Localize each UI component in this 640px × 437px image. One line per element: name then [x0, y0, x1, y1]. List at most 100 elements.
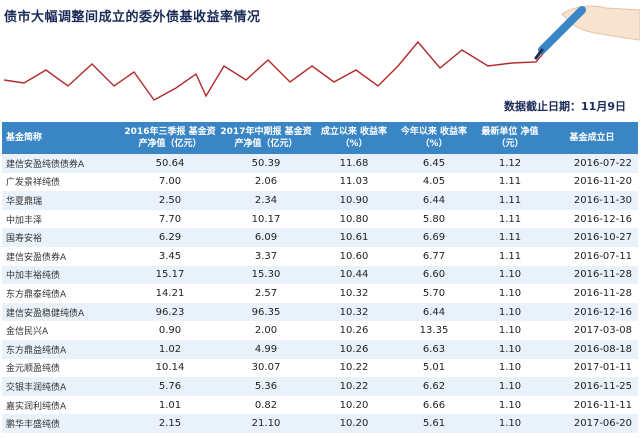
header-return-ytd: 今年以来 收益率（%） — [400, 127, 468, 149]
cell-nav-2017h1: 4.99 — [254, 343, 278, 355]
cell-fund-name: 东方鼎益纯债A — [6, 345, 67, 356]
cell-inception-date: 2016-11-30 — [573, 194, 632, 206]
table-row: 东方鼎泰纯债A 14.21 2.57 10.32 5.70 1.10 2016-11-28 — [2, 284, 638, 303]
header-inception-date: 基金成立日 — [569, 133, 615, 143]
cell-nav-2016q3: 0.90 — [158, 325, 182, 337]
cell-return-since-inception: 11.68 — [339, 157, 369, 169]
cell-nav-2017h1: 30.07 — [251, 362, 281, 374]
cell-unit-nav: 1.11 — [498, 250, 522, 262]
cell-return-ytd: 6.69 — [422, 232, 446, 244]
cell-inception-date: 2016-07-22 — [573, 157, 632, 169]
cell-return-since-inception: 10.80 — [339, 213, 369, 225]
cell-return-ytd: 6.60 — [422, 269, 446, 281]
cell-nav-2017h1: 15.30 — [251, 269, 281, 281]
cell-nav-2016q3: 10.14 — [155, 362, 185, 374]
cell-return-since-inception: 10.20 — [339, 418, 369, 430]
cell-inception-date: 2017-01-11 — [573, 362, 632, 374]
cell-return-since-inception: 10.32 — [339, 306, 369, 318]
table-row: 建信安盈纯债债券A 50.64 50.39 11.68 6.45 1.12 2016-07-… — [2, 154, 638, 173]
cell-return-ytd: 4.05 — [422, 176, 446, 188]
header-return-since-inception: 成立以来 收益率（%） — [320, 127, 388, 149]
cell-nav-2016q3: 6.29 — [158, 232, 182, 244]
cell-nav-2016q3: 3.45 — [158, 250, 182, 262]
cell-fund-name: 嘉实润利纯债A — [6, 401, 67, 412]
cell-nav-2017h1: 10.17 — [251, 213, 281, 225]
cell-unit-nav: 1.10 — [498, 380, 522, 392]
cell-unit-nav: 1.11 — [498, 176, 522, 188]
cell-return-ytd: 6.63 — [422, 343, 446, 355]
cell-fund-name: 金信民兴A — [6, 327, 49, 338]
cell-nav-2016q3: 96.23 — [155, 306, 185, 318]
header-nav-2017h1: 2017年中期报 基金资产净值（亿元） — [220, 127, 312, 149]
cell-inception-date: 2016-07-11 — [573, 250, 632, 262]
cell-fund-name: 金元顺盈纯债 — [6, 364, 61, 375]
table-row: 国寿安裕 6.29 6.09 10.61 6.69 1.11 2016-10-27 — [2, 228, 638, 247]
cell-return-since-inception: 10.61 — [339, 232, 369, 244]
cell-unit-nav: 1.10 — [498, 306, 522, 318]
table-row: 嘉实润利纯债A 1.01 0.82 10.20 6.66 1.10 2016-11-11 — [2, 395, 638, 415]
cell-unit-nav: 1.10 — [498, 399, 522, 411]
cell-unit-nav: 1.10 — [498, 287, 522, 299]
cell-nav-2017h1: 96.35 — [251, 306, 281, 318]
cell-nav-2016q3: 2.15 — [158, 418, 182, 430]
cell-return-ytd: 5.61 — [422, 418, 446, 430]
cell-unit-nav: 1.11 — [498, 232, 522, 244]
cell-unit-nav: 1.10 — [498, 418, 522, 430]
cell-unit-nav: 1.11 — [498, 213, 522, 225]
cell-return-ytd: 13.35 — [419, 325, 449, 337]
table-row: 金信民兴A 0.90 2.00 10.26 13.35 1.10 2017-03-08 — [2, 321, 638, 340]
table-header-row: 基金简称 2016年三季报 基金资产净值（亿元） 2017年中期报 基金资产净值… — [2, 122, 638, 154]
cell-return-ytd: 6.44 — [422, 194, 446, 206]
cell-nav-2017h1: 2.34 — [254, 194, 278, 206]
cell-nav-2016q3: 1.02 — [158, 343, 182, 355]
decorative-trend-line — [3, 37, 557, 101]
cell-nav-2017h1: 21.10 — [251, 418, 281, 430]
cell-fund-name: 广发景祥纯债 — [6, 178, 61, 189]
table-row: 建信安盈债券A 3.45 3.37 10.60 6.77 1.11 2016-07-11 — [2, 246, 638, 266]
cell-unit-nav: 1.10 — [498, 325, 522, 337]
page-title: 债市大幅调整间成立的委外债基收益率情况 — [4, 10, 261, 25]
cell-fund-name: 建信安盈纯债债券A — [6, 159, 85, 170]
cell-fund-name: 中加丰泽 — [6, 215, 43, 226]
cell-inception-date: 2016-11-28 — [573, 287, 632, 299]
table-row: 建信安盈稳健纯债A 96.23 96.35 10.32 6.44 1.10 2016-12-… — [2, 302, 638, 322]
cell-inception-date: 2016-11-20 — [573, 176, 632, 188]
cell-unit-nav: 1.10 — [498, 269, 522, 281]
cell-nav-2016q3: 1.01 — [158, 399, 182, 411]
table-row: 广发景祥纯债 7.00 2.06 11.03 4.05 1.11 2016-11-20 — [2, 172, 638, 192]
table-row: 鹏华丰盛纯债 2.15 21.10 10.20 5.61 1.10 2017-06-20 — [2, 414, 638, 433]
header-unit-nav: 最新单位 净值（元） — [481, 127, 539, 149]
cell-return-since-inception: 10.44 — [339, 269, 369, 281]
cell-nav-2017h1: 50.39 — [251, 157, 281, 169]
cell-fund-name: 国寿安裕 — [6, 234, 43, 245]
cell-nav-2016q3: 7.70 — [158, 213, 182, 225]
cell-inception-date: 2016-12-16 — [573, 306, 632, 318]
fund-returns-table: 基金简称 2016年三季报 基金资产净值（亿元） 2017年中期报 基金资产净值… — [2, 122, 638, 433]
cell-unit-nav: 1.10 — [498, 362, 522, 374]
cell-nav-2016q3: 2.50 — [158, 194, 182, 206]
header-nav-2016q3: 2016年三季报 基金资产净值（亿元） — [124, 127, 216, 149]
cell-return-since-inception: 10.26 — [339, 343, 369, 355]
table-row: 中加丰裕纯债 15.17 15.30 10.44 6.60 1.10 2016-11-28 — [2, 265, 638, 285]
cell-return-since-inception: 10.60 — [339, 250, 369, 262]
table-row: 交银丰润纯债A 5.76 5.36 10.22 6.62 1.10 2016-11-25 — [2, 377, 638, 396]
cell-return-ytd: 6.44 — [422, 306, 446, 318]
cell-nav-2016q3: 50.64 — [155, 157, 185, 169]
table-row: 中加丰泽 7.70 10.17 10.80 5.80 1.11 2016-12-16 — [2, 209, 638, 229]
cell-fund-name: 交银丰润纯债A — [6, 382, 67, 393]
cell-nav-2017h1: 6.09 — [254, 232, 278, 244]
cell-return-ytd: 6.45 — [422, 157, 446, 169]
cell-inception-date: 2017-06-20 — [573, 418, 632, 430]
cell-nav-2016q3: 5.76 — [158, 380, 182, 392]
cell-nav-2017h1: 5.36 — [254, 380, 278, 392]
table-row: 华夏鼎瑞 2.50 2.34 10.90 6.44 1.11 2016-11-30 — [2, 191, 638, 210]
table-row: 东方鼎益纯债A 1.02 4.99 10.26 6.63 1.10 2016-08-18 — [2, 339, 638, 359]
cell-return-since-inception: 10.22 — [339, 380, 369, 392]
cell-return-since-inception: 10.22 — [339, 362, 369, 374]
cell-return-ytd: 6.62 — [422, 380, 446, 392]
cell-nav-2017h1: 2.57 — [254, 287, 278, 299]
cell-nav-2017h1: 2.06 — [254, 176, 278, 188]
cell-return-since-inception: 10.32 — [339, 287, 369, 299]
cell-return-ytd: 5.80 — [422, 213, 446, 225]
cell-inception-date: 2016-08-18 — [573, 343, 632, 355]
